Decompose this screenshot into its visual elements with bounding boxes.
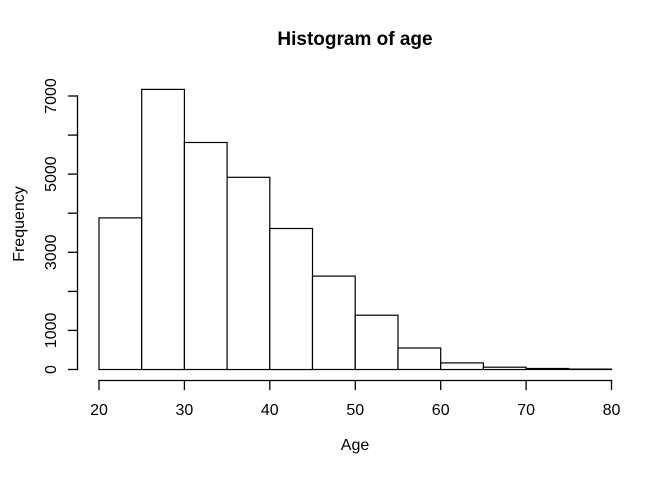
- y-tick-label: 7000: [43, 78, 60, 114]
- y-tick-label: 0: [43, 365, 60, 374]
- histogram-bar: [482, 366, 527, 371]
- histogram-bar: [226, 176, 271, 371]
- x-tick-label: 30: [176, 402, 194, 419]
- histogram-bar: [98, 217, 143, 371]
- histogram-bar: [397, 347, 442, 371]
- histogram-bar: [311, 275, 356, 371]
- y-tick-label: 5000: [43, 156, 60, 192]
- histogram-bar: [269, 227, 314, 371]
- histogram-bar: [440, 362, 485, 371]
- histogram-bar: [141, 88, 185, 371]
- x-tick-label: 60: [432, 402, 450, 419]
- x-tick-label: 40: [261, 402, 279, 419]
- histogram-bar: [525, 367, 570, 371]
- histogram-bar: [354, 314, 399, 371]
- x-tick-label: 50: [346, 402, 364, 419]
- y-axis-label: Frequency: [11, 186, 28, 262]
- histogram-bar: [183, 141, 228, 371]
- x-axis-label: Age: [341, 437, 370, 454]
- x-tick-label: 80: [603, 402, 621, 419]
- x-tick-label: 20: [90, 402, 108, 419]
- y-tick-label: 1000: [43, 313, 60, 349]
- y-tick-label: 3000: [43, 234, 60, 270]
- x-tick-label: 70: [517, 402, 535, 419]
- chart-title: Histogram of age: [277, 29, 432, 50]
